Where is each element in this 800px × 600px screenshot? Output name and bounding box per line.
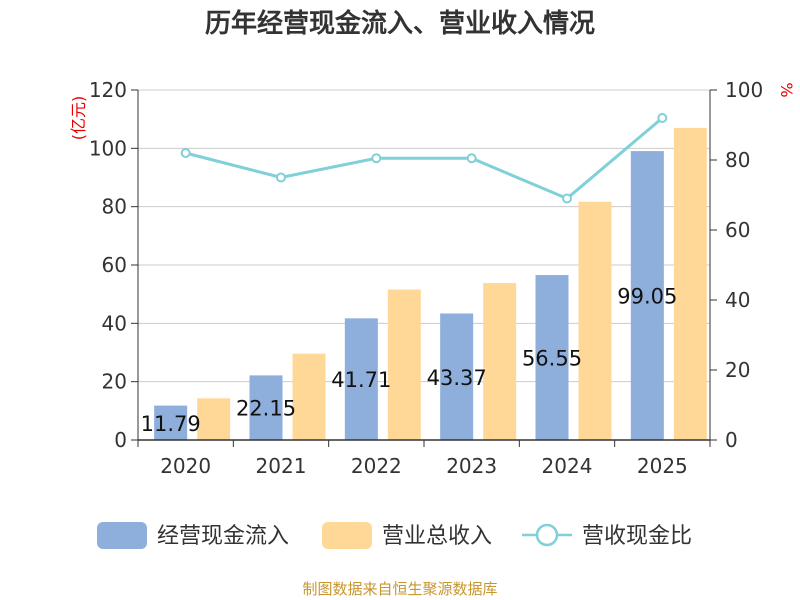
legend-swatch — [322, 522, 372, 549]
legend-item-revenue[interactable]: 营业总收入 — [322, 522, 492, 549]
legend-label: 经营现金流入 — [157, 524, 289, 549]
chart-title: 历年经营现金流入、营业收入情况 — [205, 8, 595, 39]
legend-item-ratio[interactable]: 营收现金比 — [522, 523, 692, 549]
ratio-point — [276, 172, 286, 183]
source-note: 制图数据来自恒生聚源数据库 — [302, 580, 497, 598]
bar-cash-inflow — [440, 313, 474, 440]
ratio-point — [657, 113, 668, 123]
right-axis-unit: % — [777, 82, 796, 97]
bar-cash-inflow — [249, 375, 283, 440]
bar-revenue — [673, 127, 707, 441]
legend-item-cash-inflow[interactable]: 经营现金流入 — [97, 522, 289, 549]
right-tick-label: 0 — [725, 428, 738, 452]
bar-cash-inflow — [630, 151, 664, 440]
left-tick-label: 0 — [114, 428, 127, 452]
bar-revenue — [292, 353, 326, 440]
x-tick-label: 2020 — [160, 454, 211, 478]
legend-label: 营收现金比 — [582, 524, 692, 549]
left-tick-label: 80 — [102, 195, 127, 219]
right-tick-label: 20 — [725, 358, 750, 382]
x-tick-label: 2023 — [446, 454, 497, 478]
cash-inflow-data-label: 56.55 — [522, 347, 582, 371]
ratio-point — [371, 153, 382, 164]
right-tick-label: 60 — [725, 218, 750, 242]
gridlines — [138, 89, 710, 383]
data-labels: 11.79 22.15 41.71 43.37 56.55 99.05 — [141, 285, 678, 436]
cash-inflow-data-label: 41.71 — [331, 368, 391, 392]
right-tick-label: 80 — [725, 148, 750, 172]
bar-revenue — [578, 201, 612, 440]
cash-inflow-data-label: 99.05 — [617, 285, 677, 309]
tick-labels: 0 20 40 60 80 100 120 0 20 40 60 80 100 2020 2021 2022 2… — [89, 78, 763, 478]
x-tick-label: 2025 — [637, 454, 688, 478]
cash-inflow-data-label: 43.37 — [427, 366, 487, 390]
x-tick-label: 2021 — [256, 454, 307, 478]
left-tick-label: 60 — [102, 253, 127, 277]
axes — [131, 89, 717, 447]
bar-revenue — [387, 289, 421, 440]
legend-label: 营业总收入 — [382, 524, 492, 549]
bar-cash-inflow — [344, 318, 378, 440]
ratio-line — [180, 113, 668, 204]
cash-inflow-data-label: 11.79 — [141, 412, 201, 436]
legend-marker — [535, 523, 559, 547]
left-tick-label: 100 — [89, 136, 127, 160]
x-tick-label: 2022 — [351, 454, 402, 478]
right-tick-label: 40 — [725, 288, 750, 312]
left-axis-unit: (亿元) — [69, 96, 88, 141]
ratio-point — [466, 153, 477, 164]
right-tick-label: 100 — [725, 78, 763, 102]
bar-cash-inflow — [535, 275, 569, 440]
bar-cash-inflow — [154, 405, 188, 440]
left-tick-label: 120 — [89, 78, 127, 102]
ratio-point — [562, 193, 572, 204]
ratio-point — [180, 148, 191, 158]
legend-swatch — [97, 522, 147, 549]
ratio-line-path — [185, 116, 664, 201]
x-tick-label: 2024 — [542, 454, 593, 478]
left-tick-label: 20 — [102, 370, 127, 394]
bar-revenue — [197, 398, 231, 440]
bar-revenue — [483, 283, 517, 440]
cash-inflow-data-label: 22.15 — [236, 397, 296, 421]
legend[interactable]: 经营现金流入 营业总收入 营收现金比 — [97, 522, 692, 549]
left-tick-label: 40 — [102, 311, 127, 335]
bars — [154, 127, 707, 441]
